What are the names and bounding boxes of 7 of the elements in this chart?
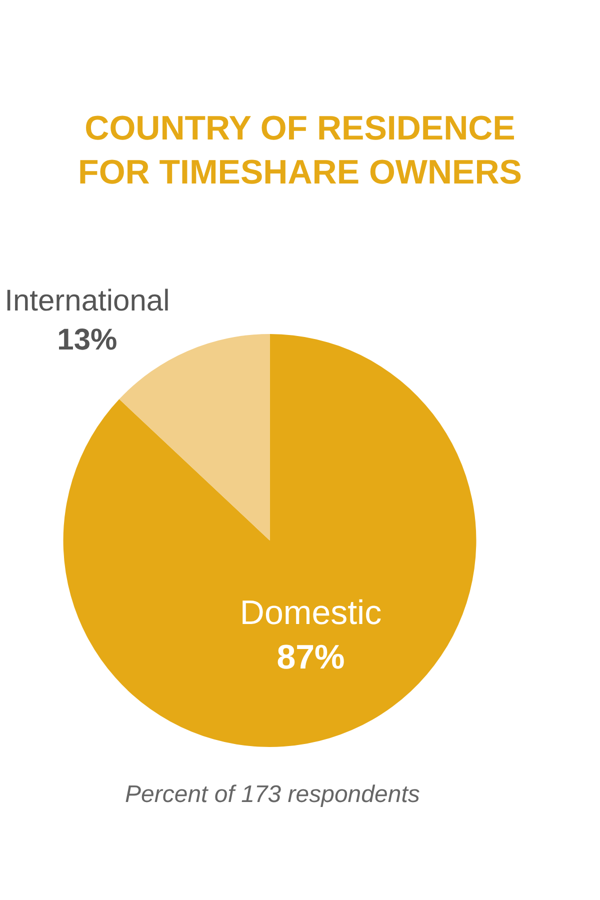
slice-label: Domestic — [240, 594, 382, 632]
data-label: 13% — [57, 324, 118, 357]
chart-title: COUNTRY OF RESIDENCE FOR TIMESHARE OWNERS — [78, 110, 522, 192]
pie-slice — [119, 334, 270, 540]
slice-label: International — [4, 284, 170, 318]
text: Percent of 173 respondents — [125, 781, 420, 808]
data-label: 87% — [276, 638, 345, 676]
